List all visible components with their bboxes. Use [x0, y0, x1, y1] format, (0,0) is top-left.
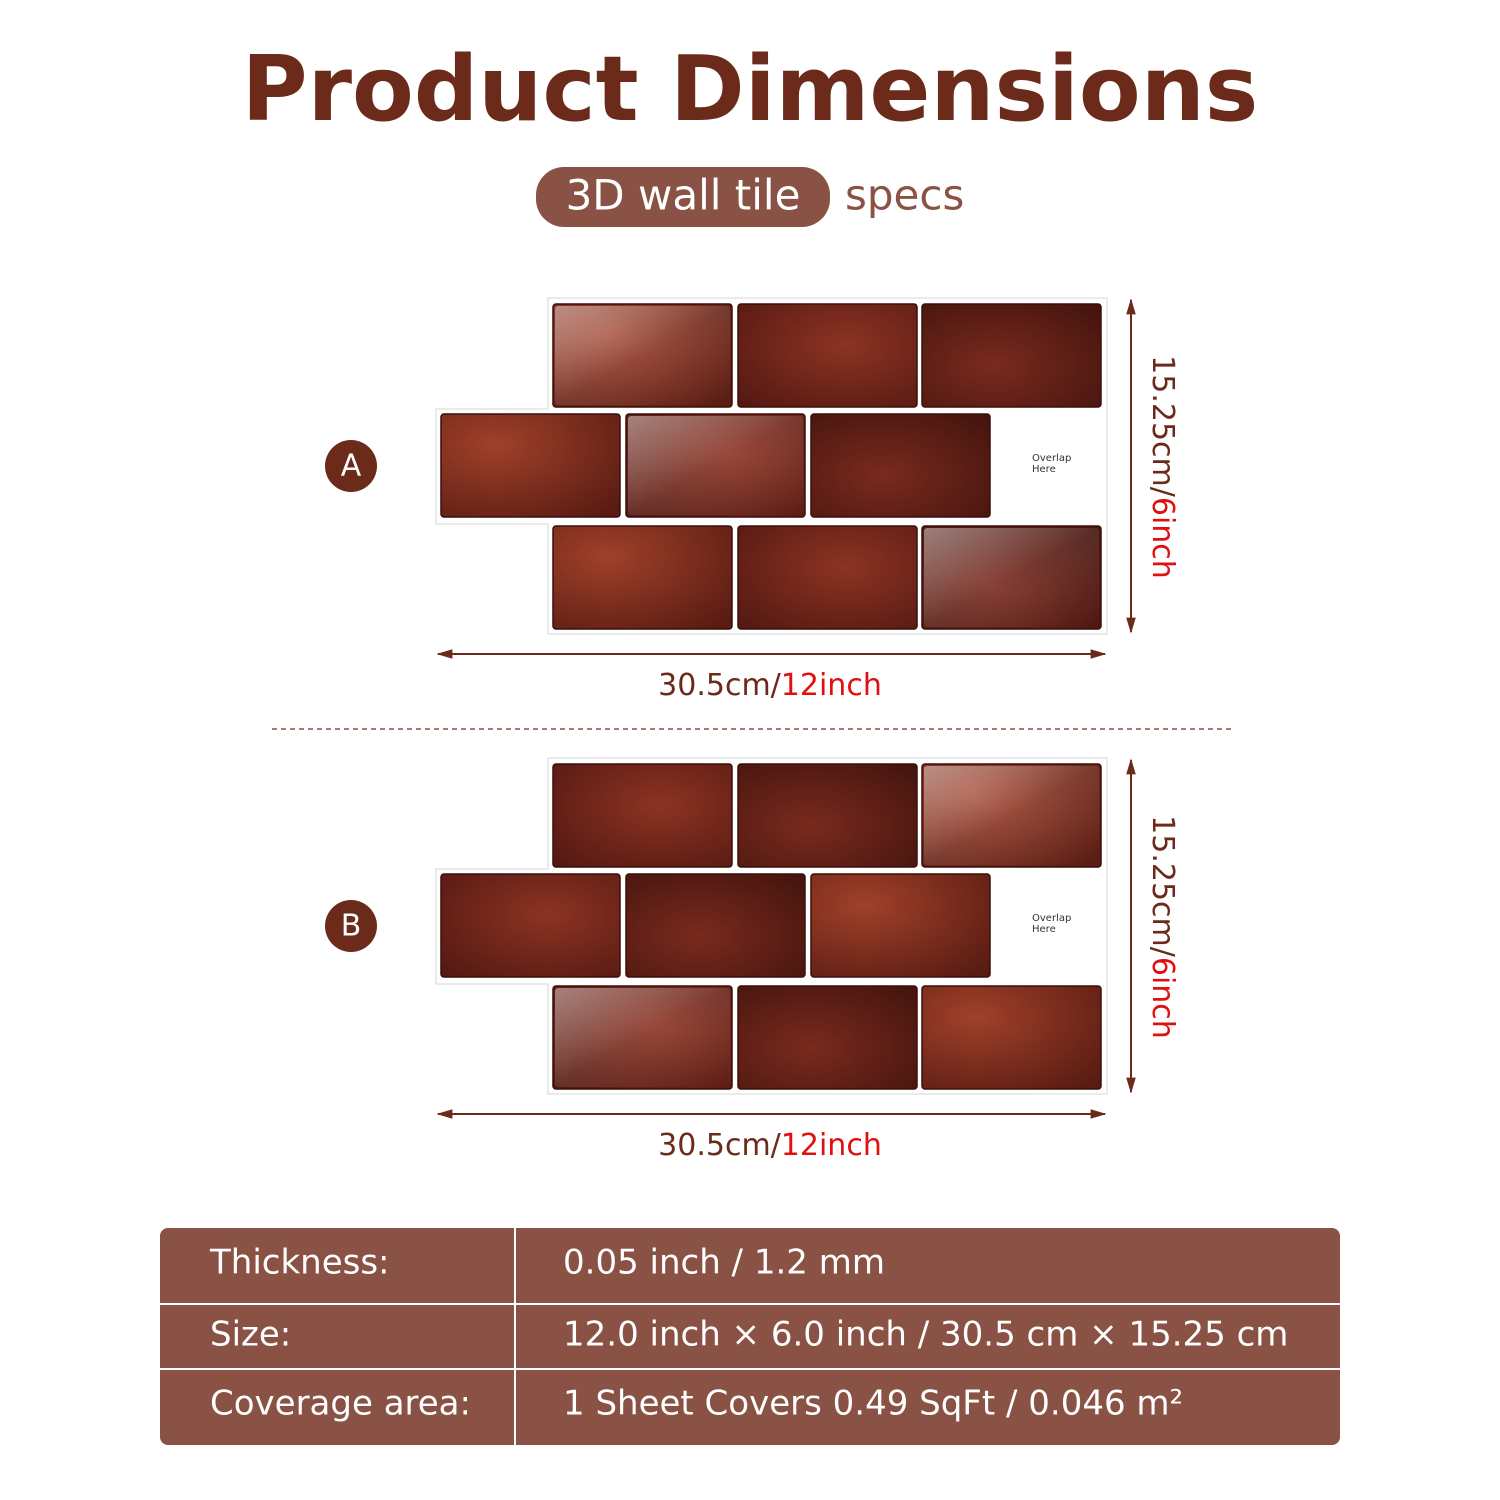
- width-imperial: 12inch: [781, 1128, 882, 1163]
- overlap-label: Overlap: [1032, 913, 1071, 924]
- spec-label: Thickness:: [209, 1243, 390, 1283]
- spec-label: Coverage area:: [210, 1384, 471, 1424]
- tile-gloss: [555, 988, 730, 1087]
- tile: [921, 985, 1102, 1090]
- height-label: 15.25cm/6inch: [1146, 815, 1181, 1039]
- tile-gloss: [924, 766, 1099, 865]
- spec-value: 12.0 inch × 6.0 inch / 30.5 cm × 15.25 c…: [563, 1315, 1288, 1355]
- height-metric: 15.25cm/: [1146, 355, 1181, 498]
- width-metric: 30.5cm/: [658, 1128, 782, 1163]
- overlap-label: Here: [1032, 924, 1056, 935]
- tile: [737, 985, 918, 1090]
- width-imperial: 12inch: [781, 668, 882, 703]
- spec-label: Size:: [210, 1315, 291, 1355]
- height-imperial: 6inch: [1146, 957, 1181, 1039]
- tile: [810, 873, 991, 978]
- tile: [440, 413, 621, 518]
- spec-value: 0.05 inch / 1.2 mm: [563, 1243, 885, 1283]
- height-imperial: 6inch: [1146, 497, 1181, 579]
- tile: [737, 525, 918, 630]
- width-label: 30.5cm/12inch: [658, 668, 882, 703]
- tile-gloss: [924, 528, 1099, 627]
- width-metric: 30.5cm/: [658, 668, 782, 703]
- variant-label: B: [341, 909, 362, 944]
- variant-badge: [325, 440, 377, 492]
- variant-label: A: [341, 449, 362, 484]
- tile-gloss: [555, 306, 730, 405]
- badge: [536, 167, 830, 227]
- title: Product Dimensions: [242, 37, 1259, 142]
- tile: [552, 525, 733, 630]
- variant-badge: [325, 900, 377, 952]
- spec-value: 1 Sheet Covers 0.49 SqFt / 0.046 m²: [563, 1384, 1183, 1424]
- badge-text: 3D wall tile: [566, 171, 801, 220]
- tile: [737, 763, 918, 868]
- table-bg: [160, 1228, 1340, 1445]
- spec-table: Thickness: 0.05 inch / 1.2 mm Size: 12.0 in…: [160, 1228, 1340, 1445]
- tile: [921, 303, 1102, 408]
- overlap-label: Here: [1032, 464, 1056, 475]
- subtitle: specs: [845, 171, 964, 220]
- tile: [552, 763, 733, 868]
- tile: [625, 873, 806, 978]
- tile: [810, 413, 991, 518]
- tile: [737, 303, 918, 408]
- overlap-label: Overlap: [1032, 453, 1071, 464]
- height-label: 15.25cm/6inch: [1146, 355, 1181, 579]
- height-metric: 15.25cm/: [1146, 815, 1181, 958]
- width-label: 30.5cm/12inch: [658, 1128, 882, 1163]
- tile: [440, 873, 621, 978]
- tile-gloss: [628, 416, 803, 515]
